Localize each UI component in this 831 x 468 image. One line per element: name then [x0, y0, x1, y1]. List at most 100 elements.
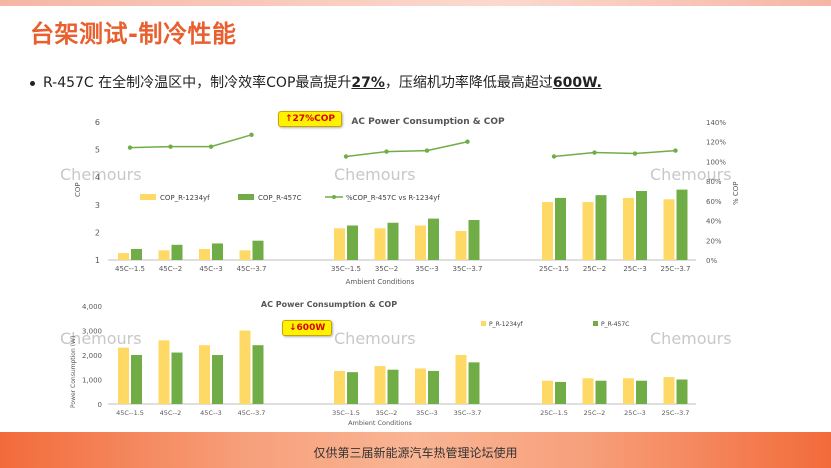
pct-cop-point — [592, 150, 597, 155]
bar-power-r1234yf — [663, 377, 675, 404]
bar-cop-r457c — [468, 219, 480, 260]
y-tick-label: 0 — [98, 401, 102, 409]
y-tick-label: 5 — [95, 146, 100, 155]
bar-power-r457c — [636, 380, 647, 404]
y-tick-label: 4 — [95, 173, 100, 182]
y-tick-label: 3 — [95, 201, 100, 210]
bar-cop-r1234yf — [455, 231, 467, 260]
y2-tick-label: 20% — [706, 237, 722, 245]
y2-tick-label: 100% — [706, 158, 726, 166]
bullet-text-mid: ，压缩机功率降低最高超过 — [384, 75, 553, 91]
bar-cop-r457c — [636, 191, 647, 260]
bar-power-r457c — [212, 355, 223, 404]
bar-power-r457c — [428, 370, 439, 404]
page-title: 台架测试-制冷性能 — [30, 20, 237, 48]
bar-power-r457c — [595, 380, 607, 404]
pct-cop-point — [249, 132, 254, 138]
bar-cop-r1234yf — [415, 225, 426, 260]
x-tick-label: 35C--1.5 — [331, 265, 361, 273]
x-tick-label: 45C--3.7 — [238, 409, 266, 417]
bar-cop-r457c — [595, 195, 607, 260]
bar-power-r1234yf — [118, 347, 129, 404]
pct-cop-point — [384, 149, 389, 154]
bar-cop-r457c — [676, 189, 688, 260]
pct-cop-point — [632, 151, 638, 156]
bar-power-r457c — [131, 355, 142, 404]
y-tick-label: 1 — [95, 256, 100, 265]
bar-cop-r1234yf — [542, 202, 553, 260]
y2-tick-label: 140% — [706, 119, 726, 127]
watermark-text: Chemours — [650, 329, 732, 348]
bar-cop-r457c — [387, 222, 399, 260]
bullet-highlight-power: 600W. — [552, 75, 602, 91]
bar-cop-r1234yf — [374, 228, 386, 260]
bar-power-r457c — [676, 379, 688, 404]
y-tick-label: 2,000 — [82, 352, 102, 360]
x-tick-label: 45C--3.7 — [237, 265, 267, 273]
bar-cop-r457c — [171, 244, 183, 260]
x-tick-label: 25C--3 — [623, 265, 646, 273]
cop-callout: ↑27%COP — [278, 111, 342, 127]
legend-label-r457c: COP_R-457C — [258, 194, 302, 202]
watermark-text: Chemours — [334, 329, 416, 348]
x-tick-label: 45C--1.5 — [115, 265, 145, 273]
y2-tick-label: 40% — [706, 218, 722, 226]
bar-power-r1234yf — [455, 355, 467, 404]
bar-cop-r457c — [347, 225, 358, 260]
x-tick-label: 35C--2 — [375, 265, 398, 273]
x-tick-label: 35C--3 — [415, 265, 438, 273]
bar-power-r457c — [387, 369, 399, 404]
bar-power-r1234yf — [374, 366, 386, 404]
legend-swatch-r1234yf — [140, 194, 156, 200]
y-tick-label: 1,000 — [82, 377, 102, 385]
footer-bar: 仅供第三届新能源汽车热管理论坛使用 — [0, 432, 831, 468]
y2-tick-label: 0% — [706, 257, 717, 265]
x-tick-label: 45C--3 — [199, 265, 222, 273]
watermark-text: Chemours — [60, 329, 142, 348]
bullet-point: R-457C 在全制冷温区中，制冷效率COP最高提升27%，压缩机功率降低最高超… — [30, 72, 602, 92]
x-tick-label: 45C--1.5 — [116, 409, 144, 417]
footer-text: 仅供第三届新能源汽车热管理论坛使用 — [313, 446, 518, 460]
pct-cop-line — [553, 149, 676, 158]
bar-cop-r457c — [131, 248, 142, 260]
x-tick-label: 25C--3.7 — [661, 265, 691, 273]
bar-power-r1234yf — [334, 370, 345, 404]
y-tick-label: 6 — [95, 118, 100, 127]
legend-label-r1234yf: P_R-1234yf — [489, 321, 524, 328]
legend-label-r457c: P_R-457C — [601, 321, 629, 328]
bar-power-r1234yf — [199, 345, 210, 404]
watermark-text: Chemours — [650, 165, 732, 184]
pct-cop-line — [345, 140, 468, 158]
x-tick-label: 45C--2 — [160, 409, 182, 417]
bar-power-r1234yf — [582, 378, 594, 404]
bar-cop-r457c — [428, 218, 439, 260]
y2-axis-label: % COP — [732, 182, 740, 206]
cop-chart: Chemours Chemours Chemours AC Power Consump… — [60, 117, 740, 286]
x-tick-label: 35C--3.7 — [453, 265, 483, 273]
x-tick-label: 35C--3.7 — [454, 409, 482, 417]
legend-label-pct: %COP_R-457C vs R-1234yf — [346, 194, 440, 202]
bar-power-r1234yf — [158, 340, 170, 404]
watermark-text: Chemours — [334, 165, 416, 184]
y-tick-label: 2 — [95, 228, 100, 237]
pct-cop-point — [465, 139, 470, 144]
bullet-text-pre: R-457C 在全制冷温区中，制冷效率COP最高提升 — [43, 75, 352, 91]
bar-cop-r1234yf — [582, 202, 594, 260]
y2-tick-label: 60% — [706, 198, 722, 206]
bar-cop-r1234yf — [239, 250, 251, 260]
pct-cop-line — [129, 134, 252, 149]
bar-power-r1234yf — [623, 378, 634, 404]
x-tick-label: 45C--2 — [159, 265, 182, 273]
y-axis-label: Power Consumption (W) — [70, 336, 77, 408]
x-tick-label: 25C--3.7 — [662, 409, 690, 417]
bullet-dot-icon — [30, 80, 35, 86]
bar-power-r457c — [252, 345, 264, 404]
pct-cop-point — [127, 145, 133, 150]
bar-cop-r457c — [212, 243, 223, 260]
y-axis-label: COP — [74, 182, 82, 197]
y-tick-label: 4,000 — [82, 303, 102, 311]
legend-swatch-r1234yf — [481, 321, 486, 326]
bar-power-r457c — [555, 381, 566, 404]
x-tick-label: 35C--2 — [376, 409, 398, 417]
bar-cop-r1234yf — [199, 248, 210, 260]
